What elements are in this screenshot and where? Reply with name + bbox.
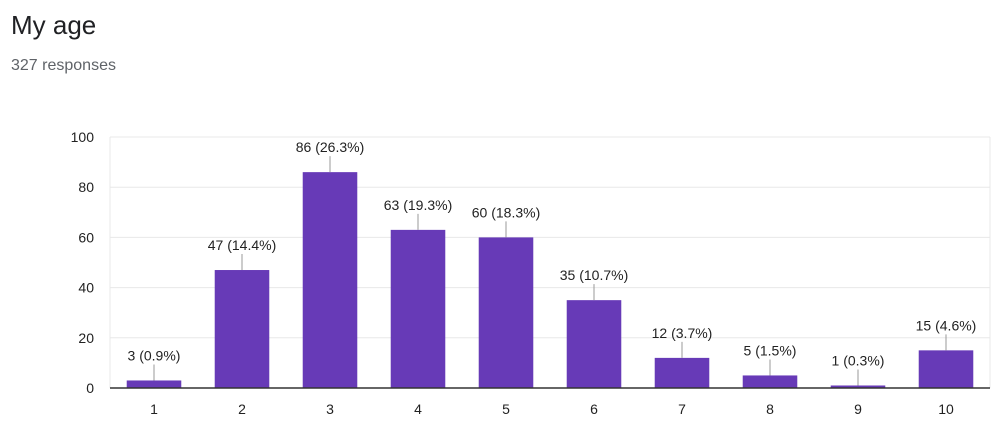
bar-2 [214, 270, 270, 388]
x-tick-label-10: 10 [938, 401, 954, 417]
bar-5 [478, 237, 534, 388]
bar-9 [830, 385, 886, 388]
x-tick-label-3: 3 [326, 401, 334, 417]
x-tick-label-7: 7 [678, 401, 686, 417]
bar-10 [918, 350, 974, 388]
response-count: 327 responses [11, 57, 116, 74]
data-label-4: 63 (19.3%) [384, 197, 452, 213]
data-label-8: 5 (1.5%) [744, 342, 797, 358]
bar-1 [126, 380, 182, 388]
bar-6 [566, 300, 622, 388]
y-tick-label: 20 [78, 330, 94, 346]
y-tick-label: 0 [86, 380, 94, 396]
y-tick-label: 60 [78, 229, 94, 245]
x-tick-label-2: 2 [238, 401, 246, 417]
x-tick-label-9: 9 [854, 401, 862, 417]
y-tick-label: 80 [78, 179, 94, 195]
data-label-5: 60 (18.3%) [472, 204, 540, 220]
y-tick-label: 40 [78, 280, 94, 296]
x-tick-label-5: 5 [502, 401, 510, 417]
data-label-10: 15 (4.6%) [916, 317, 977, 333]
x-tick-label-4: 4 [414, 401, 422, 417]
data-label-1: 3 (0.9%) [128, 347, 181, 363]
bar-8 [742, 375, 798, 388]
chart-title: My age [11, 10, 97, 40]
x-tick-label-6: 6 [590, 401, 598, 417]
data-label-3: 86 (26.3%) [296, 139, 364, 155]
x-tick-label-8: 8 [766, 401, 774, 417]
bar-7 [654, 357, 710, 388]
bar-4 [390, 229, 446, 388]
data-label-6: 35 (10.7%) [560, 267, 628, 283]
data-label-7: 12 (3.7%) [652, 325, 713, 341]
y-tick-label: 100 [71, 129, 95, 145]
data-label-9: 1 (0.3%) [832, 352, 885, 368]
x-tick-label-1: 1 [150, 401, 158, 417]
bar-3 [302, 172, 358, 388]
data-label-2: 47 (14.4%) [208, 237, 276, 253]
